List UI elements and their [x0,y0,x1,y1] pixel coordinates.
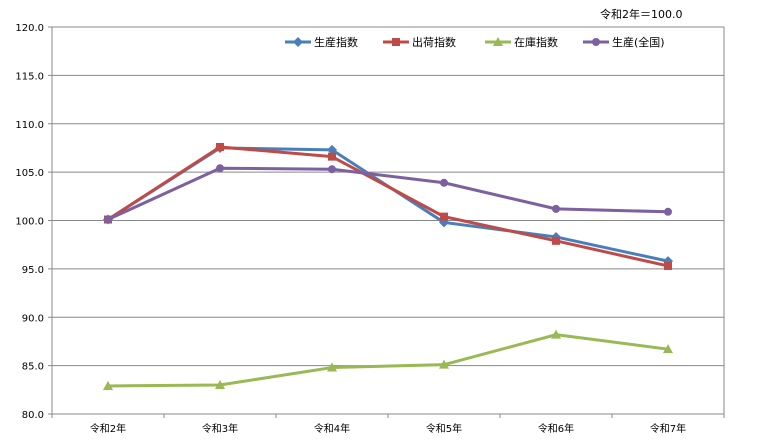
x-tick-label: 令和3年 [202,422,238,435]
data-point [551,329,561,339]
data-point [439,359,449,369]
legend-marker [493,37,503,46]
legend-label: 出荷指数 [412,35,456,49]
data-point [663,344,673,354]
series-line [107,166,669,221]
series-2 [104,142,672,270]
data-point [327,362,337,372]
legend-label: 生産指数 [314,35,358,49]
y-tick-label: 85.0 [22,362,44,373]
data-point [552,236,560,245]
base-year-note: 令和2年＝100.0 [600,8,683,21]
x-tick-label: 令和4年 [314,422,350,435]
legend-label: 在庫指数 [514,35,558,49]
legend-label: 生産(全国) [612,35,665,49]
x-tick-label: 令和2年 [90,422,126,435]
y-tick-label: 105.0 [15,168,44,179]
x-axis: 令和2年 令和3年 令和4年 令和5年 令和6年 令和7年 [51,413,725,435]
data-point [440,178,448,187]
legend-marker [592,38,600,46]
series-4 [104,164,672,224]
data-point [664,261,672,270]
data-point [440,212,448,221]
x-tick-label: 令和7年 [650,422,686,435]
legend-item-2: 出荷指数 [383,35,456,49]
data-point [328,165,336,174]
y-axis: 120.0 115.0 110.0 105.0 100.0 95.0 90.0 85.0 80.… [15,23,725,421]
legend-marker [392,38,400,46]
y-tick-label: 120.0 [15,23,44,34]
y-tick-label: 110.0 [15,120,44,131]
x-tick-label: 令和5年 [426,422,462,435]
y-tick-label: 95.0 [22,265,44,276]
data-point [216,142,224,151]
series-line [107,333,669,388]
data-point [215,379,225,389]
legend: 生産指数 出荷指数 在庫指数 生産(全国) [285,35,665,49]
y-tick-label: 90.0 [22,313,44,324]
legend-item-3: 在庫指数 [485,35,558,49]
legend-item-4: 生産(全国) [583,35,665,49]
legend-marker [293,37,303,47]
data-point [104,215,112,224]
data-point [664,207,672,216]
y-tick-label: 100.0 [15,217,44,228]
y-tick-label: 80.0 [22,410,44,421]
grid-lines [52,26,724,415]
x-tick-label: 令和6年 [538,422,574,435]
y-tick-label: 115.0 [15,71,44,82]
data-point [327,144,337,155]
data-point [328,152,336,161]
data-point [552,204,560,213]
data-point [216,164,224,173]
data-point [103,380,113,390]
series-3 [103,329,673,390]
series-line [107,145,669,268]
series-lines [103,142,673,390]
legend-item-1: 生産指数 [285,35,358,49]
